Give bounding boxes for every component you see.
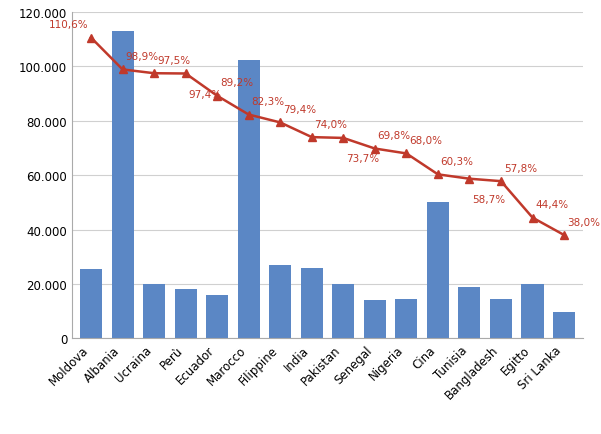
Bar <box>553 313 575 339</box>
Bar <box>395 299 418 339</box>
Bar <box>112 32 133 339</box>
Text: 58,7%: 58,7% <box>472 194 505 204</box>
Bar <box>206 295 228 339</box>
Bar <box>332 284 355 339</box>
Text: 60,3%: 60,3% <box>441 157 474 167</box>
Bar <box>269 265 291 339</box>
Bar <box>459 287 480 339</box>
Bar <box>143 284 165 339</box>
Bar <box>237 60 260 339</box>
Text: 79,4%: 79,4% <box>283 105 316 115</box>
Bar <box>300 268 323 339</box>
Text: 57,8%: 57,8% <box>504 164 537 174</box>
Text: 38,0%: 38,0% <box>567 217 600 227</box>
Text: 73,7%: 73,7% <box>346 154 379 164</box>
Text: 98,9%: 98,9% <box>126 52 159 62</box>
Bar <box>490 299 512 339</box>
Bar <box>175 290 197 339</box>
Text: 82,3%: 82,3% <box>251 97 285 107</box>
Text: 69,8%: 69,8% <box>377 131 410 141</box>
Bar <box>80 270 102 339</box>
Bar <box>522 284 543 339</box>
Text: 97,5%: 97,5% <box>157 56 190 66</box>
Text: 74,0%: 74,0% <box>314 119 347 129</box>
Bar <box>364 300 386 339</box>
Bar <box>427 203 449 339</box>
Text: 110,6%: 110,6% <box>49 20 88 30</box>
Text: 97,4%: 97,4% <box>189 89 222 99</box>
Text: 89,2%: 89,2% <box>220 78 253 88</box>
Text: 68,0%: 68,0% <box>409 136 442 146</box>
Text: 44,4%: 44,4% <box>535 200 569 210</box>
